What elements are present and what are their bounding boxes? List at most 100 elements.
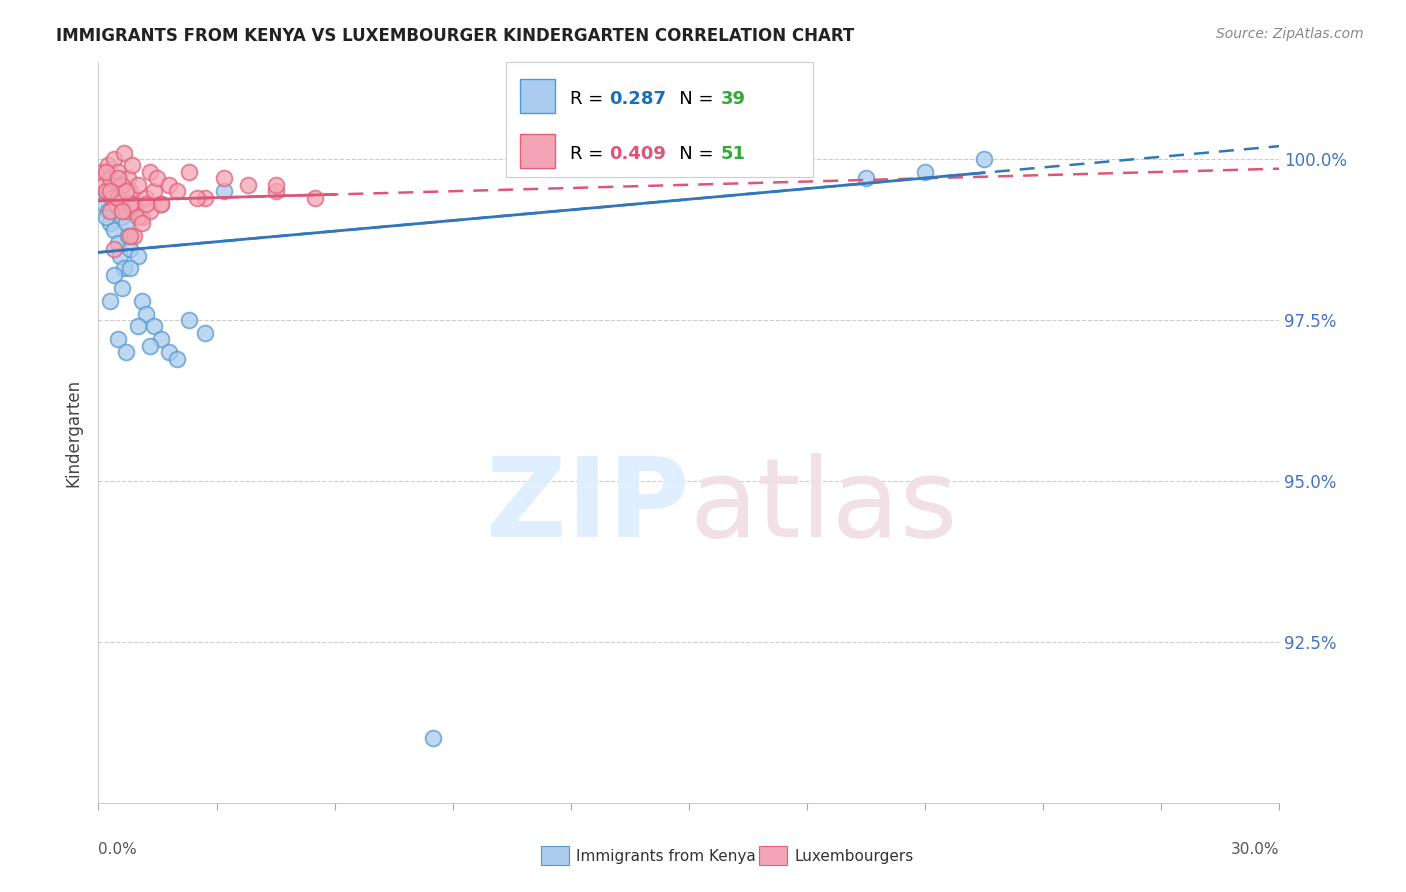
Point — [127, 210, 149, 224]
Point — [115, 203, 138, 218]
Point — [135, 191, 157, 205]
Point — [973, 152, 995, 166]
Point — [142, 319, 165, 334]
Point — [96, 210, 118, 224]
Text: atlas: atlas — [689, 453, 957, 560]
Point — [150, 197, 173, 211]
Point — [194, 191, 217, 205]
Text: Source: ZipAtlas.com: Source: ZipAtlas.com — [1216, 27, 1364, 41]
Point — [112, 261, 135, 276]
Point — [111, 281, 134, 295]
Point — [122, 197, 145, 211]
Text: Immigrants from Kenya: Immigrants from Kenya — [576, 849, 756, 863]
Point — [127, 178, 149, 192]
Point — [264, 184, 287, 198]
Text: ZIP: ZIP — [485, 453, 689, 560]
Point — [118, 197, 141, 211]
Point — [103, 268, 125, 282]
Point — [117, 229, 139, 244]
Point — [98, 203, 121, 218]
Point — [146, 171, 169, 186]
Point — [186, 191, 208, 205]
Point — [115, 184, 138, 198]
Point — [107, 191, 129, 205]
Point — [214, 171, 236, 186]
Point — [115, 216, 138, 230]
FancyBboxPatch shape — [520, 78, 555, 113]
Point — [97, 203, 120, 218]
Point — [103, 242, 125, 256]
FancyBboxPatch shape — [520, 134, 555, 168]
Point — [127, 319, 149, 334]
Text: 39: 39 — [721, 90, 745, 108]
Point — [112, 145, 135, 160]
Point — [98, 171, 121, 186]
Point — [121, 197, 143, 211]
Point — [122, 229, 145, 244]
Point — [150, 197, 173, 211]
Point — [118, 184, 141, 198]
Point — [914, 165, 936, 179]
Point — [98, 216, 121, 230]
Text: 30.0%: 30.0% — [1232, 842, 1279, 856]
Point — [96, 165, 118, 179]
Point — [150, 332, 173, 346]
Point — [214, 184, 236, 198]
Text: R =: R = — [569, 90, 609, 108]
Text: IMMIGRANTS FROM KENYA VS LUXEMBOURGER KINDERGARTEN CORRELATION CHART: IMMIGRANTS FROM KENYA VS LUXEMBOURGER KI… — [56, 27, 855, 45]
Point — [117, 171, 139, 186]
Point — [96, 184, 118, 198]
Point — [135, 197, 157, 211]
Point — [138, 203, 160, 218]
Point — [101, 191, 124, 205]
Point — [166, 184, 188, 198]
Point — [138, 165, 160, 179]
Point — [93, 178, 115, 192]
Point — [131, 216, 153, 230]
Y-axis label: Kindergarten: Kindergarten — [65, 378, 83, 487]
Point — [107, 235, 129, 250]
Point — [121, 158, 143, 172]
Point — [101, 191, 124, 205]
Point — [103, 152, 125, 166]
Point — [111, 191, 134, 205]
Point — [118, 229, 141, 244]
Point — [127, 249, 149, 263]
Point — [111, 210, 134, 224]
Point — [96, 184, 118, 198]
Point — [111, 203, 134, 218]
Point — [98, 184, 121, 198]
Point — [107, 165, 129, 179]
Text: N =: N = — [662, 90, 718, 108]
Text: Luxembourgers: Luxembourgers — [794, 849, 914, 863]
Point — [855, 171, 877, 186]
Point — [111, 178, 134, 192]
Text: N =: N = — [662, 145, 718, 163]
Point — [422, 731, 444, 746]
Point — [177, 313, 200, 327]
Point — [107, 332, 129, 346]
Text: 51: 51 — [721, 145, 745, 163]
Point — [118, 261, 141, 276]
Point — [105, 178, 128, 192]
Point — [108, 178, 131, 192]
Point — [103, 223, 125, 237]
Point — [115, 345, 138, 359]
Point — [118, 242, 141, 256]
Point — [166, 351, 188, 366]
Text: 0.0%: 0.0% — [98, 842, 138, 856]
Point — [236, 178, 259, 192]
Point — [264, 178, 287, 192]
Point — [135, 306, 157, 320]
Point — [93, 197, 115, 211]
Point — [131, 210, 153, 224]
Text: 0.287: 0.287 — [609, 90, 665, 108]
FancyBboxPatch shape — [506, 62, 813, 178]
Text: R =: R = — [569, 145, 609, 163]
Point — [157, 345, 180, 359]
Point — [138, 339, 160, 353]
Point — [131, 293, 153, 308]
Point — [98, 293, 121, 308]
Point — [97, 158, 120, 172]
Text: 0.409: 0.409 — [609, 145, 665, 163]
